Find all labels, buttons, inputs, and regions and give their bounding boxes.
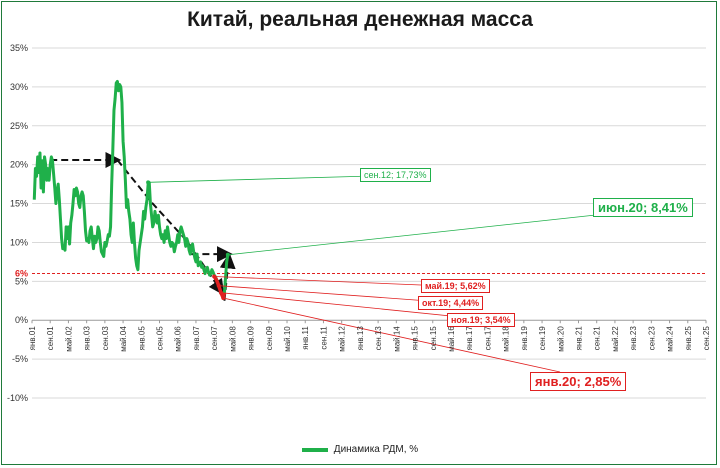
reference-layer: 6% (15, 269, 706, 279)
x-tick-label: сен.09 (265, 326, 274, 351)
x-tick-label: сен.21 (593, 326, 602, 351)
annotation-may19: май.19; 5,62% (421, 279, 490, 293)
x-tick-label: янв.17 (465, 326, 474, 351)
x-tick-label: сен.11 (319, 326, 328, 350)
x-tick-label: янв.13 (356, 326, 365, 351)
x-tick-label: янв.07 (192, 326, 201, 351)
legend-swatch (301, 447, 328, 452)
x-tick-label: янв.23 (629, 326, 638, 351)
x-tick-label: май.12 (338, 326, 347, 352)
x-tick-label: янв.01 (28, 326, 37, 351)
legend: Динамика РДМ, % (0, 444, 720, 455)
x-tick-label: сен.25 (702, 326, 711, 351)
y-tick-label: -10% (7, 393, 28, 403)
x-tick-label: сен.07 (210, 326, 219, 351)
x-tick-label: май.06 (174, 326, 183, 352)
x-tick-label: сен.15 (429, 326, 438, 351)
callout-point (212, 274, 217, 279)
x-tick-label: сен.05 (156, 326, 165, 351)
callout-point (216, 283, 221, 288)
x-tick-label: янв.15 (411, 326, 420, 351)
callout-point (146, 180, 151, 185)
x-tick-label: янв.03 (83, 326, 92, 351)
x-tick-label: янв.25 (684, 326, 693, 351)
callout-point (225, 252, 230, 257)
annotation-jan20: янв.20; 2,85% (530, 372, 627, 391)
x-tick-label: май.24 (666, 326, 675, 352)
x-tick-label: май.14 (392, 326, 401, 352)
x-tick-label: сен.13 (374, 326, 383, 351)
callout-connector (223, 297, 561, 373)
grid-layer (31, 47, 707, 399)
legend-label: Динамика РДМ, % (333, 444, 419, 455)
x-tick-label: май.18 (502, 326, 511, 352)
annotation-jun20: июн.20; 8,41% (593, 198, 693, 217)
x-tick-label: янв.19 (520, 326, 529, 351)
callout-connector (148, 175, 373, 183)
x-tick-label: май.20 (556, 326, 565, 352)
x-tick-label: май.02 (64, 326, 73, 352)
annotation-nov19: ноя.19; 3,54% (447, 313, 515, 327)
y-tick-label: 25% (10, 121, 28, 131)
annotation-oct19: окт.19; 4,44% (418, 296, 484, 310)
series-line (32, 79, 230, 300)
y-tick-label: 30% (10, 82, 28, 92)
x-tick-label: янв.05 (137, 326, 146, 351)
x-tick-label: сен.23 (647, 326, 656, 351)
x-tick-label: май.08 (228, 326, 237, 352)
x-tick-label: сен.17 (483, 326, 492, 351)
y-tick-layer: -10% -5% 0% 5% 10% 15% 20% 25% 30% 35% (7, 43, 28, 403)
x-tick-label: сен.01 (46, 326, 55, 351)
x-tick-label: янв.09 (247, 326, 256, 351)
x-tick-layer: янв.01 сен.01 май.02 янв.03 сен.03 май.04 янв.… (28, 326, 711, 352)
y-tick-label: 15% (10, 199, 28, 209)
y-tick-label: 20% (10, 160, 28, 170)
x-tick-label: сен.03 (101, 326, 110, 351)
chart-title: Китай, реальная денежная масса (187, 8, 533, 31)
callout-point (218, 290, 223, 295)
y-tick-label: 10% (10, 237, 28, 247)
x-tick-label: янв.21 (574, 326, 583, 351)
y-tick-label: -5% (12, 354, 28, 364)
x-tick-label: сен.19 (538, 326, 547, 351)
y-tick-label: 5% (15, 276, 28, 286)
reference-label: 6% (15, 269, 28, 279)
callout-connector (227, 213, 606, 256)
x-tick-label: май.16 (447, 326, 456, 352)
x-tick-label: май.22 (611, 326, 620, 352)
x-tick-label: май.10 (283, 326, 292, 352)
series-layer (32, 79, 230, 300)
y-tick-label: 35% (10, 43, 28, 53)
y-tick-label: 0% (15, 315, 28, 325)
x-tick-label: май.04 (119, 326, 128, 352)
callout-point (221, 296, 226, 301)
annotation-sep12: сен.12; 17,73% (360, 168, 431, 182)
x-tick-label: янв.11 (301, 326, 310, 350)
